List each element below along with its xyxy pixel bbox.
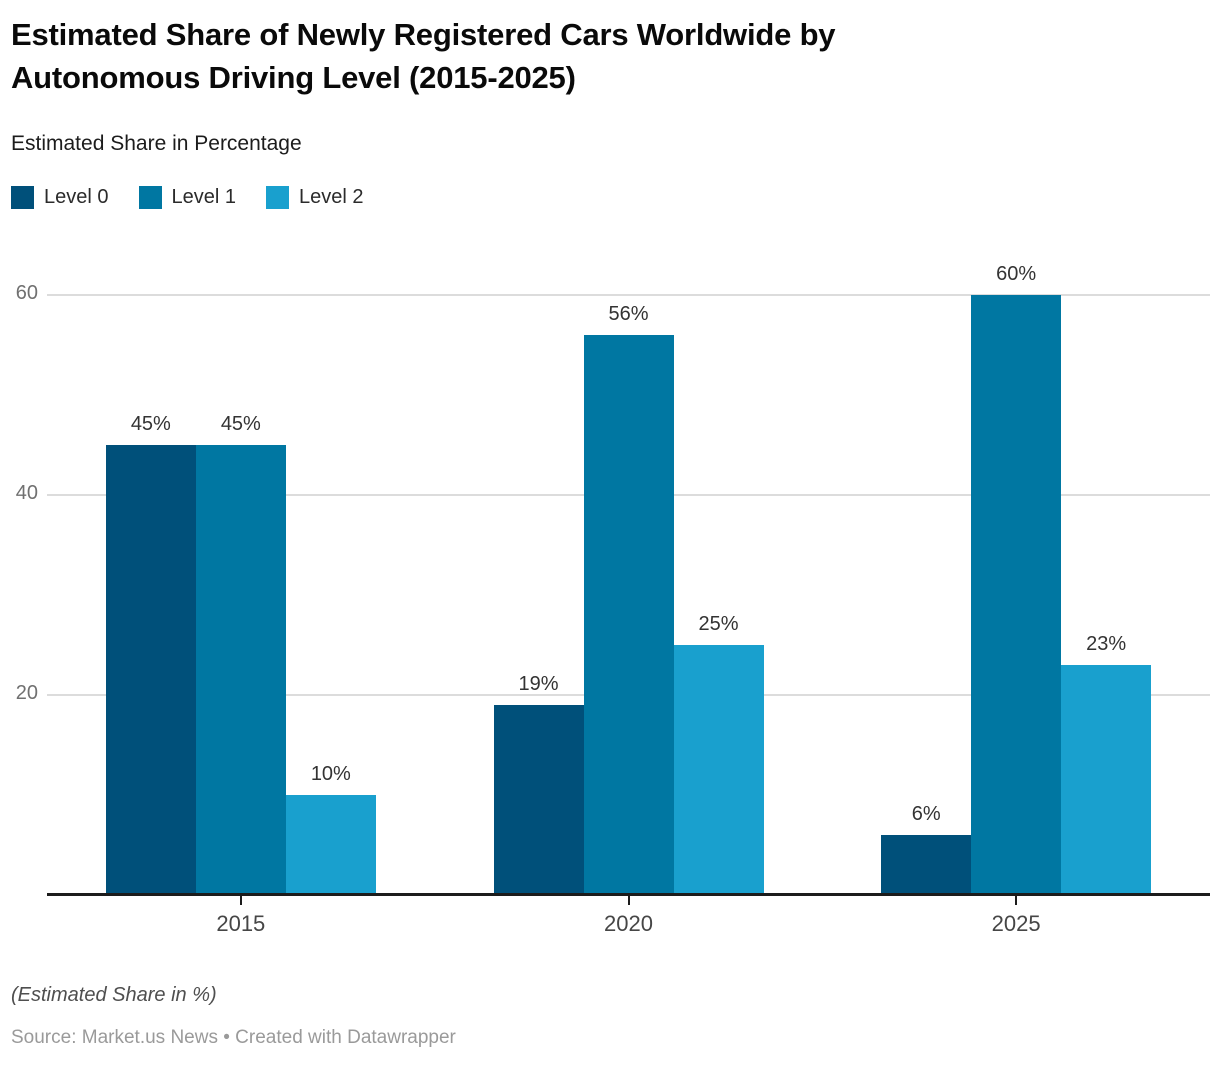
value-label-2015-level-2: 10% — [310, 763, 351, 785]
legend-swatch-icon — [266, 186, 289, 209]
bar-2025-level-2[interactable] — [1061, 665, 1152, 895]
legend: Level 0 Level 1 Level 2 — [11, 186, 364, 209]
value-label-2025-level-0: 6% — [911, 803, 941, 825]
bar-2025-level-1[interactable] — [971, 295, 1062, 895]
bar-2020-level-0[interactable] — [493, 705, 584, 895]
category-label-2015: 2015 — [216, 911, 266, 936]
gridline-60 — [47, 294, 1210, 296]
x-tick-2020 — [627, 896, 630, 905]
legend-label: Level 0 — [44, 186, 109, 208]
value-label-2020-level-0: 19% — [518, 673, 559, 695]
value-label-2020-level-1: 56% — [608, 303, 649, 325]
value-label-2020-level-2: 25% — [698, 613, 739, 635]
axis-note: (Estimated Share in %) — [11, 984, 217, 1006]
y-tick-label-60: 60 — [15, 282, 38, 304]
value-label-2015-level-1: 45% — [220, 413, 261, 435]
category-label-2020: 2020 — [604, 911, 653, 936]
category-label-2025: 2025 — [991, 911, 1041, 936]
chart-subtitle: Estimated Share in Percentage — [11, 132, 302, 155]
x-axis-line — [47, 893, 1210, 896]
legend-swatch-icon — [138, 186, 162, 209]
legend-label: Level 1 — [171, 186, 237, 208]
y-tick-label-20: 20 — [15, 682, 38, 704]
bar-2015-level-0[interactable] — [105, 445, 196, 895]
legend-item-level-0: Level 0 — [11, 186, 109, 209]
value-label-2025-level-2: 23% — [1086, 633, 1127, 655]
source-line: Source: Market.us News • Created with Da… — [11, 1027, 456, 1048]
bar-2025-level-0[interactable] — [881, 835, 972, 895]
bar-2020-level-2[interactable] — [673, 645, 764, 895]
value-label-2025-level-1: 60% — [996, 263, 1037, 285]
x-tick-2015 — [239, 896, 242, 905]
legend-label: Level 2 — [299, 186, 364, 208]
chart-title: Estimated Share of Newly Registered Cars… — [11, 17, 836, 95]
legend-swatch-icon — [11, 186, 34, 209]
x-tick-2025 — [1015, 896, 1018, 905]
legend-item-level-2: Level 2 — [266, 186, 364, 209]
value-label-2015-level-0: 45% — [130, 413, 171, 435]
bar-2020-level-1[interactable] — [583, 335, 674, 895]
legend-item-level-1: Level 1 — [138, 186, 237, 209]
y-tick-label-40: 40 — [15, 482, 38, 504]
bar-2015-level-2[interactable] — [285, 795, 376, 895]
bar-2015-level-1[interactable] — [195, 445, 286, 895]
